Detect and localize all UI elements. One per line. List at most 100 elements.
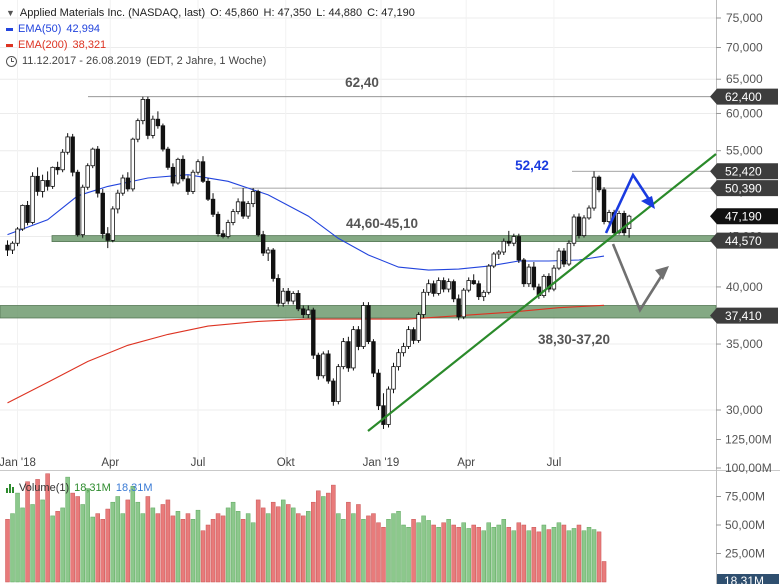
candle [621,210,627,236]
candle-body [461,289,466,318]
volume-tick-label: 50,00M [725,518,765,532]
collapse-chevron-icon[interactable]: ▼ [6,8,15,18]
candle-body [230,211,236,223]
candle-body [566,242,572,265]
volume-bar [351,513,356,583]
volume-bar [185,513,191,583]
candle [250,188,256,208]
ema200-legend: EMA(200) 38,321 [6,37,415,53]
candle-body [336,366,341,402]
price-badge-box [710,307,778,324]
ema200-value: 38,321 [72,39,107,51]
price-tick-label: 40,000 [726,280,763,294]
candle-body [506,240,511,244]
candle [235,198,241,215]
candle [145,96,151,140]
volume-value-blue: 18,31M [115,482,153,494]
price-badge: 47,190 [710,208,778,225]
candle-body [436,280,441,294]
candle-body [516,236,522,261]
volume-bars [5,473,607,583]
volume-bar [240,519,246,583]
volume-tick-label: 75,00M [725,490,765,504]
candle [291,291,296,305]
volume-bar [40,499,45,583]
candle-body [245,203,251,217]
price-badge-label: 52,420 [725,165,762,179]
volume-bar [165,499,171,583]
volume-bar [85,488,90,583]
volume-bar [481,530,486,583]
candle [190,169,196,195]
volume-bar [326,492,331,583]
candle-body [481,291,486,298]
candle [316,352,321,380]
candle-body [255,191,261,236]
time-tick-label: Apr [101,457,119,469]
candle-body [556,250,562,269]
candle-body [416,314,421,341]
time-axis: Jan '18 Apr Jul Okt Jan '19 Apr Jul [0,457,561,469]
volume-bar [336,513,341,583]
candle-body [471,280,476,285]
candle-body [291,292,296,302]
volume-bar [406,527,411,583]
volume-bar [521,524,527,583]
candle-body [591,176,597,209]
price-tick-label: 65,000 [726,72,763,86]
candle-body [85,165,90,188]
candle [391,362,396,394]
candle-body [616,213,622,234]
volume-bar [586,527,592,583]
candle-body [120,177,125,194]
candle [205,177,211,201]
ema50-swatch [6,27,13,31]
volume-value-green: 18,31M [74,482,111,494]
volume-bar [235,511,241,583]
candle-body [265,249,271,254]
time-tick-label: Jan '18 [0,457,36,469]
volume-bar [210,519,216,583]
ohlc-close: C: 47,190 [367,7,415,19]
candle-body [391,366,396,390]
candle-body [531,266,537,288]
volume-bar [215,513,221,583]
ohlc-open: O: 45,860 [210,7,259,19]
volume-bar [376,522,381,583]
ohlc-high: H: 47,350 [263,7,312,19]
volume-bar [491,527,497,583]
volume-bar [285,504,291,583]
candle-body [451,281,456,300]
volume-bar [75,496,80,583]
candle [321,351,326,379]
price-tick-label: 35,000 [726,337,763,351]
candle [626,214,632,238]
volume-bar [596,531,602,583]
horizontal-levels [88,96,716,189]
candle-body [621,213,627,234]
support-zone [51,235,717,242]
candle-body [45,180,50,187]
volume-legend: Volume(1) 18,31M 18,31M [6,481,153,495]
candle-body [301,308,306,315]
price-tick-label: 30,000 [726,403,763,417]
period-range: 11.12.2017 - 26.08.2019 [22,55,142,67]
volume-bar [436,527,441,583]
volume-bar [576,524,582,583]
volume-bar [511,530,517,583]
candle-body [50,166,55,187]
volume-bar [456,527,461,583]
volume-bar [566,530,572,583]
candle-body [586,207,592,219]
volume-bar [331,484,336,583]
candle [130,137,136,192]
volume-axis: 25,00M 50,00M 75,00M 100,00M 125,00M 18,31M [716,433,779,584]
time-tick-label: Okt [277,457,296,469]
volume-bar [95,513,100,583]
candle [90,147,95,169]
candle [210,193,216,218]
volume-bar [280,499,286,583]
volume-bar [135,501,141,583]
candle-body [276,278,281,304]
blue-projection-arrow [604,172,654,234]
